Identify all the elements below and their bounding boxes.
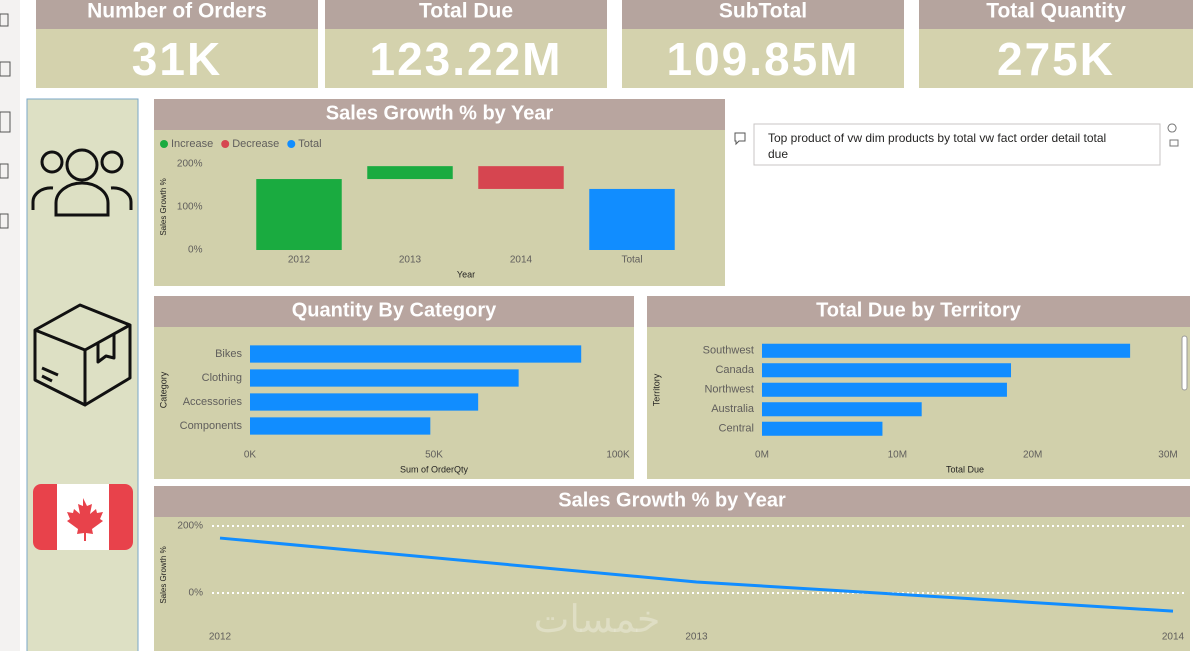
bar [762, 382, 1007, 397]
y-axis-title: Sales Growth % [159, 178, 168, 235]
x-tick-label: 50K [425, 450, 443, 461]
x-axis-title: Total Due [946, 464, 984, 474]
bar [250, 345, 582, 363]
legend-label: Total [298, 138, 321, 150]
bar [367, 166, 453, 180]
legend-label: Decrease [232, 138, 279, 150]
bar [250, 393, 479, 411]
bar [762, 421, 883, 436]
chart-title: Sales Growth % by Year [326, 102, 554, 124]
card-title: Total Quantity [986, 0, 1126, 23]
x-tick-label: Total [621, 255, 642, 266]
legend-swatch [221, 140, 230, 148]
card-title: Total Due [419, 0, 513, 23]
table-icon[interactable] [0, 61, 11, 77]
bar [478, 166, 564, 189]
dax-icon[interactable] [0, 163, 9, 179]
x-tick-label: 20M [1023, 450, 1042, 461]
card-title: SubTotal [719, 0, 807, 23]
y-tick-label: 100% [177, 202, 203, 213]
panel-header [154, 296, 634, 327]
card-value: 31K [132, 33, 222, 85]
y-tick-label: Clothing [202, 372, 242, 384]
qa-share-icon[interactable] [1167, 123, 1179, 147]
bar [589, 188, 675, 250]
panel-header [154, 99, 725, 130]
card-body [36, 29, 318, 88]
y-axis-title: Territory [651, 373, 661, 406]
x-tick-label: 2012 [209, 632, 232, 643]
bar [762, 343, 1131, 358]
x-tick-label: 0M [755, 450, 769, 461]
legend-swatch [160, 140, 168, 148]
qa-text: Top product of vw dim products by total … [768, 131, 1107, 161]
y-tick-label: 200% [177, 159, 203, 170]
card-value: 275K [997, 33, 1115, 85]
y-axis-title: Sales Growth % [159, 546, 168, 603]
card-header [622, 0, 904, 29]
bar [250, 369, 519, 387]
x-tick-label: 2013 [685, 632, 708, 643]
box-icon [33, 303, 132, 407]
panel-header [154, 486, 1190, 517]
x-axis-title: Sum of OrderQty [400, 464, 469, 474]
watermark: خمسات [534, 599, 661, 641]
line [219, 536, 1174, 613]
x-tick-label: 2014 [510, 255, 533, 266]
bar [762, 363, 1012, 378]
chart-title: Total Due by Territory [816, 299, 1022, 321]
card-body [919, 29, 1193, 88]
x-tick-label: 30M [1158, 450, 1177, 461]
card-body [622, 29, 904, 88]
card-header [325, 0, 607, 29]
card-body [325, 29, 607, 88]
x-tick-label: 2014 [1162, 632, 1185, 643]
y-tick-label: 0% [188, 245, 203, 256]
report-icon[interactable] [0, 13, 9, 27]
canada-flag [33, 484, 133, 550]
y-tick-label: Australia [711, 403, 755, 415]
y-tick-label: Southwest [703, 345, 754, 357]
bar [256, 179, 342, 250]
card-header [36, 0, 318, 29]
x-tick-label: 100K [606, 450, 630, 461]
card-value: 123.22M [369, 33, 562, 85]
y-tick-label: Components [180, 420, 243, 432]
bar [250, 417, 431, 435]
card-header [919, 0, 1193, 29]
y-tick-label: 200% [177, 521, 203, 532]
qa-box[interactable] [753, 123, 1161, 166]
x-tick-label: 0K [244, 450, 257, 461]
y-tick-label: Canada [715, 364, 754, 376]
tool-rail [0, 0, 20, 651]
y-tick-label: Northwest [704, 384, 754, 396]
card-value: 109.85M [666, 33, 859, 85]
qa-text-wrap: Top product of vw dim products by total … [768, 131, 1107, 161]
x-tick-label: 2012 [288, 255, 311, 266]
tmdl-icon[interactable] [0, 213, 9, 229]
qa-icon [734, 132, 746, 146]
x-tick-label: 10M [888, 450, 907, 461]
y-tick-label: Bikes [215, 348, 242, 360]
chart-title: Quantity By Category [292, 299, 497, 321]
y-tick-label: 0% [189, 588, 204, 599]
x-tick-label: 2013 [399, 255, 422, 266]
x-axis-title: Year [457, 269, 475, 279]
legend-label: Increase [171, 138, 213, 150]
people-icon [31, 148, 133, 217]
y-axis-title: Category [158, 371, 168, 408]
model-icon[interactable] [0, 111, 11, 133]
panel-header [647, 296, 1190, 327]
bar [762, 402, 922, 417]
y-tick-label: Accessories [183, 396, 243, 408]
legend-swatch [287, 140, 296, 148]
icon-panel [26, 98, 139, 651]
scrollbar [1181, 335, 1188, 391]
card-title: Number of Orders [87, 0, 267, 23]
chart-title: Sales Growth % by Year [558, 489, 786, 511]
y-tick-label: Central [719, 423, 754, 435]
